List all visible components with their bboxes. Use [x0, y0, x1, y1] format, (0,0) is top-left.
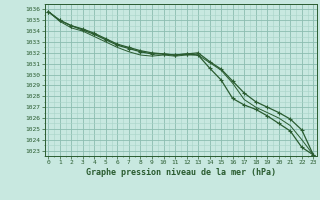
X-axis label: Graphe pression niveau de la mer (hPa): Graphe pression niveau de la mer (hPa)	[86, 168, 276, 177]
